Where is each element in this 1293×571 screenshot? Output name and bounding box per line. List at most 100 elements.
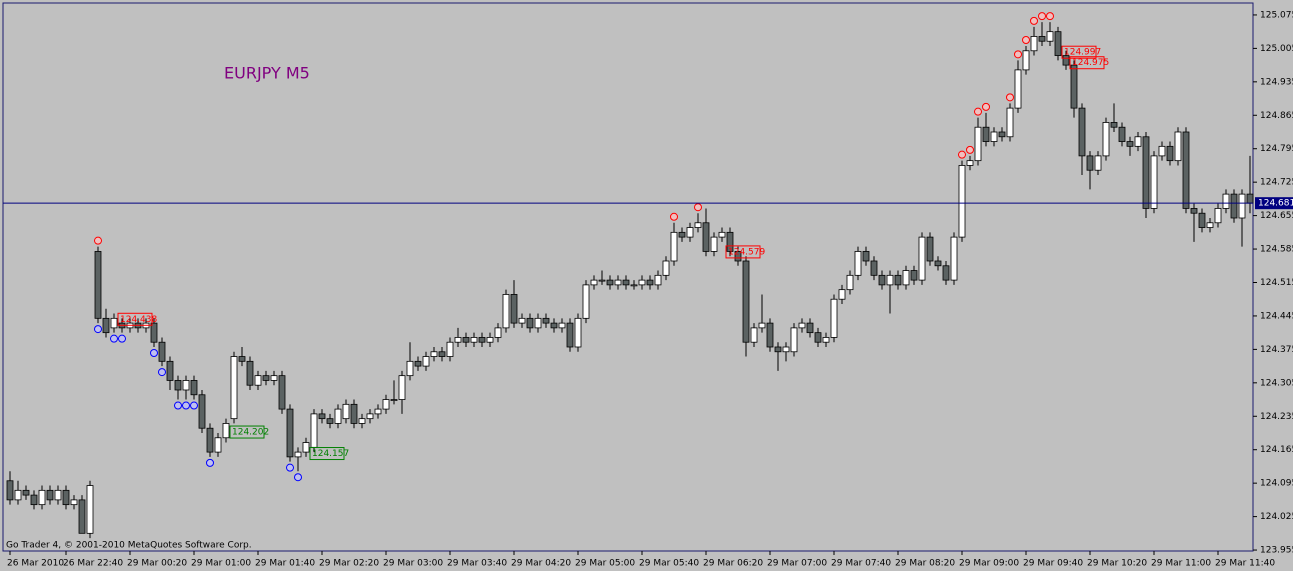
candle-body [894,274,902,286]
y-tick-label: 124.235 [1260,412,1293,422]
y-tick-label: 124.935 [1260,77,1293,87]
candle-body [590,279,598,286]
y-tick-label: 124.795 [1260,144,1293,154]
candle-body [1038,36,1046,42]
candle-body [422,356,430,367]
candle-body [814,332,822,343]
price-label-box [725,245,761,259]
fractal-up [1014,50,1022,59]
candle-body [6,480,14,501]
price-label: 124.438 [120,315,157,325]
candle-body [374,408,382,415]
candle-body [1222,193,1230,209]
candle-body [166,360,174,381]
candle-body [318,413,326,420]
candle-body [94,251,102,319]
x-tick-label: 29 Mar 03:00 [383,559,443,569]
candle-body [430,351,438,357]
candle-body [382,399,390,410]
candle-body [454,337,462,343]
fractal-up [1046,12,1054,21]
fractal-down [206,458,214,467]
candle-body [606,279,614,286]
candle-body [326,418,334,424]
chart-title: EURJPY M5 [224,64,310,83]
candle-body [1126,141,1134,147]
candle-body [1030,36,1038,52]
candle-body [542,317,550,324]
y-tick-label: 124.585 [1260,245,1293,255]
candle-body [710,236,718,252]
price-label: 124.997 [1064,48,1101,58]
candle-body [270,375,278,381]
candle-body [1070,64,1078,109]
price-label-box [309,447,345,461]
candle-body [702,222,710,252]
candle-body [550,322,558,329]
candle-body [678,231,686,238]
fractal-down [182,401,190,410]
y-tick-label: 124.515 [1260,278,1293,288]
candle-body [1142,136,1150,209]
fractal-up [966,145,974,154]
x-tick-label: 26 Mar 2010 [7,559,64,569]
candle-body [238,356,246,362]
candle-body [934,260,942,267]
candle-body [302,442,310,453]
x-tick-label: 29 Mar 00:20 [127,559,187,569]
price-label: 124.579 [728,247,765,257]
fractal-up [1006,93,1014,102]
candle-body [1118,126,1126,142]
x-tick-label: 29 Mar 09:00 [959,559,1019,569]
candle-body [1230,193,1238,219]
candle-body [14,489,22,501]
x-tick-label: 29 Mar 11:00 [1151,559,1211,569]
candle-body [878,274,886,286]
candle-body [206,427,214,453]
y-tick-label: 123.955 [1260,546,1293,556]
x-tick-label: 29 Mar 11:40 [1215,559,1275,569]
candle-body [110,317,118,329]
candle-body [566,322,574,348]
y-tick-label: 124.865 [1260,111,1293,121]
candle-body [502,294,510,329]
candle-body [1062,55,1070,66]
candle-body [198,394,206,429]
candle-body [614,279,622,286]
fractal-down [150,348,158,357]
candle-body [278,375,286,410]
candle-body [870,260,878,276]
y-tick-label: 125.005 [1260,44,1293,54]
candle-body [494,327,502,338]
candle-body [510,294,518,324]
candle-body [334,408,342,424]
candle-body [214,437,222,453]
candle-body [518,317,526,324]
candle-body [1190,208,1198,214]
candle-body [1014,69,1022,109]
candle-body [654,274,662,286]
candle-body [1102,122,1110,157]
candle-body [398,375,406,400]
candle-body [38,489,46,506]
fractal-down [174,401,182,410]
candle-body [1214,208,1222,224]
fractal-up [974,107,982,116]
candle-body [182,380,190,391]
candle-body [342,403,350,420]
candle-body [262,375,270,381]
y-tick-label: 124.655 [1260,211,1293,221]
candle-body [1134,136,1142,147]
current-price-box [1255,197,1293,210]
candle-body [102,317,110,334]
fractal-down [190,401,198,410]
candle-body [1110,122,1118,128]
candle-body [758,322,766,329]
fractal-down [110,334,118,343]
candle-body [414,360,422,367]
candle-body [854,251,862,276]
current-price-label: 124.681 [1258,199,1293,209]
candle-body [486,337,494,343]
candle-body [1006,107,1014,138]
